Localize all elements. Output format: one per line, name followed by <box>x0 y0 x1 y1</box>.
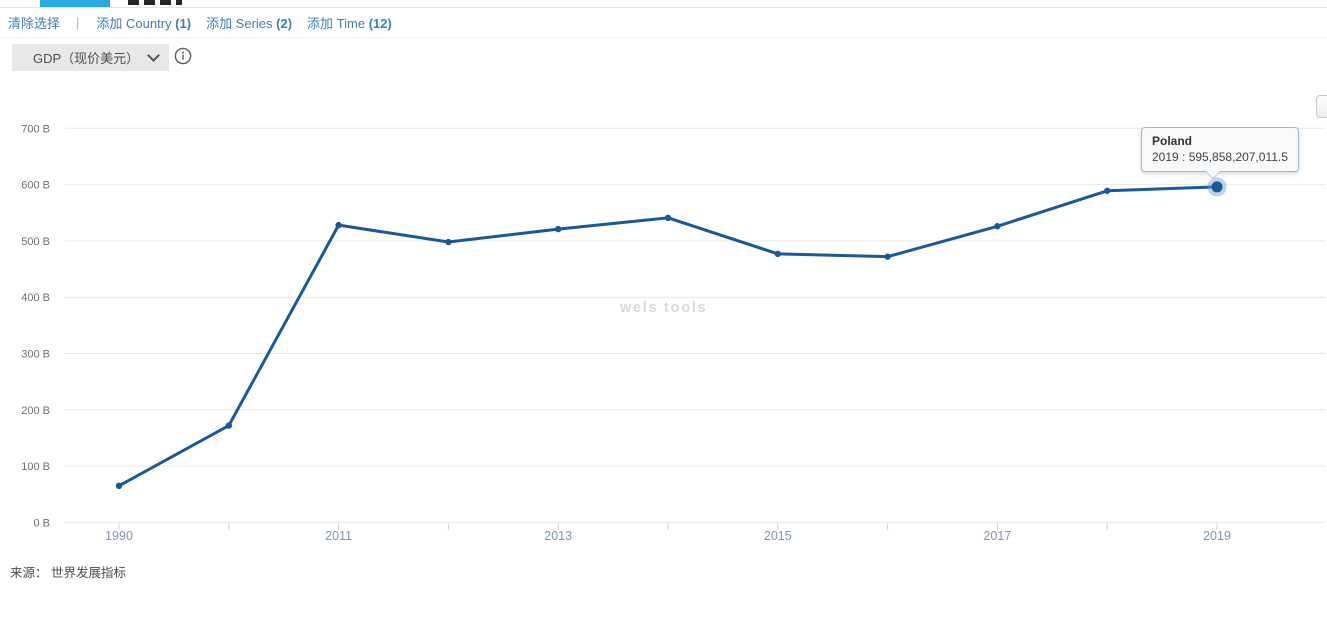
chart-tooltip: Poland 2019 : 595,858,207,011.5 <box>1141 127 1299 180</box>
add-time-label[interactable]: 添加 Time <box>307 16 366 31</box>
tab-label-fragment[interactable] <box>128 0 182 5</box>
y-axis-label: 100 B <box>21 461 50 473</box>
tooltip-value: 2019 : 595,858,207,011.5 <box>1152 150 1288 165</box>
series-info-button[interactable] <box>174 47 192 65</box>
x-axis-label: 2017 <box>983 529 1011 543</box>
add-series-count[interactable]: (2) <box>276 16 293 31</box>
y-axis-label: 400 B <box>21 292 50 304</box>
series-dropdown[interactable]: GDP（现价美元） <box>12 44 169 71</box>
add-country-link[interactable]: 添加 Country (1) <box>96 13 191 32</box>
source-note: 来源： 世界发展指标 <box>10 566 126 580</box>
x-axis-label: 2015 <box>764 529 792 543</box>
clear-selection-link[interactable]: 清除选择 <box>8 16 61 31</box>
y-axis-label: 700 B <box>21 123 50 135</box>
data-point[interactable] <box>445 238 452 246</box>
x-axis-label: 1990 <box>105 529 133 543</box>
add-time-count[interactable]: (12) <box>368 16 392 31</box>
toolbar-separator: | <box>76 15 80 30</box>
add-country-label[interactable]: 添加 Country <box>96 16 172 31</box>
x-axis-label: 2019 <box>1203 529 1231 543</box>
cutoff-panel-button[interactable] <box>1316 95 1327 118</box>
data-point[interactable] <box>884 253 891 260</box>
gdp-line-chart: 0 B 100 B 200 B 300 B 400 B 500 B 600 B 700 B 19… <box>21 123 1326 543</box>
y-axis-label: 300 B <box>21 349 50 361</box>
y-axis-label: 200 B <box>21 405 50 417</box>
data-point[interactable] <box>994 223 1001 230</box>
add-time-link[interactable]: 添加 Time (12) <box>307 13 392 32</box>
add-country-count[interactable]: (1) <box>175 16 192 31</box>
data-point[interactable] <box>1104 187 1111 194</box>
data-point[interactable] <box>774 250 781 258</box>
info-icon <box>174 47 192 65</box>
chevron-down-icon <box>147 49 160 62</box>
data-point[interactable] <box>335 221 342 229</box>
add-series-label[interactable]: 添加 Series <box>206 16 273 31</box>
data-point[interactable] <box>555 225 562 233</box>
y-axis-label: 600 B <box>21 180 50 192</box>
active-tab-fragment[interactable] <box>40 0 110 7</box>
y-axis-label: 0 B <box>33 517 50 529</box>
add-series-link[interactable]: 添加 Series (2) <box>206 13 292 32</box>
x-axis-label: 2013 <box>544 529 572 543</box>
gdp-line <box>117 185 1219 488</box>
data-point[interactable] <box>225 422 232 429</box>
y-axis-label: 500 B <box>21 236 50 248</box>
series-dropdown-value[interactable]: GDP（现价美元） <box>33 51 140 66</box>
data-point[interactable] <box>664 214 672 222</box>
tooltip-series-name: Poland <box>1152 134 1193 148</box>
x-axis-label: 2011 <box>325 529 352 543</box>
data-point[interactable] <box>115 482 123 490</box>
data-point-highlighted[interactable] <box>1211 181 1223 193</box>
top-tab-strip <box>0 0 1327 8</box>
selection-toolbar: 清除选择 | 添加 Country (1) 添加 Series (2) 添加 T… <box>0 8 1327 38</box>
